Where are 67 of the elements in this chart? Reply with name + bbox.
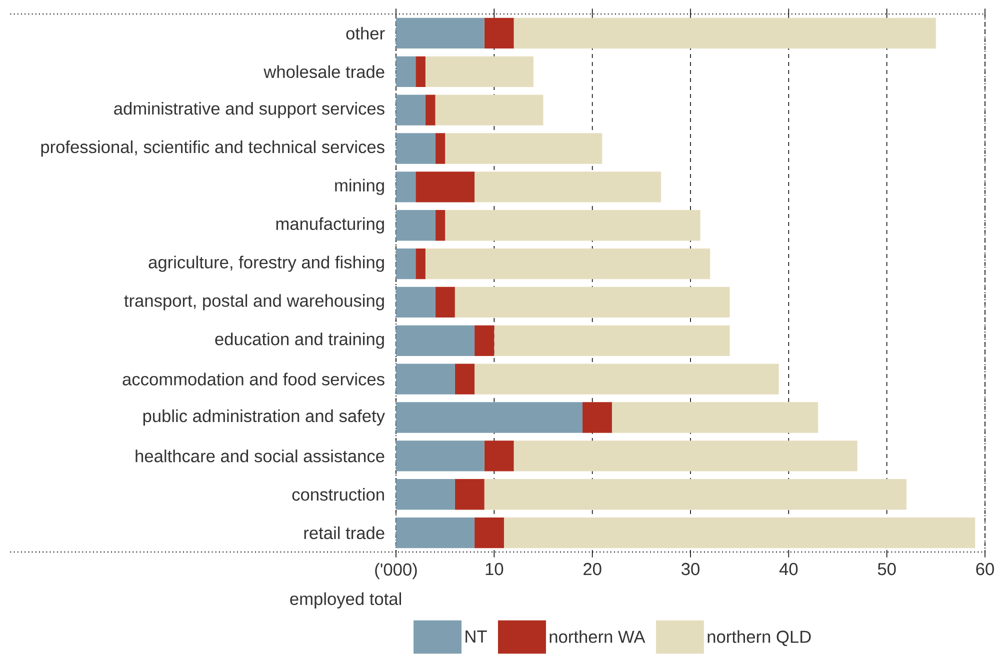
bar bbox=[484, 18, 514, 49]
y-tick-label: education and training bbox=[215, 332, 384, 349]
bar bbox=[396, 402, 583, 433]
bar bbox=[396, 94, 426, 126]
legend-label: NT bbox=[466, 630, 487, 642]
x-tick-label: ('000) bbox=[375, 562, 417, 580]
y-tick-label: other bbox=[346, 26, 385, 40]
bar bbox=[396, 517, 475, 548]
y-tick-label: wholesale trade bbox=[264, 65, 384, 78]
bar bbox=[435, 286, 455, 318]
bar bbox=[484, 479, 906, 510]
y-tick-label: manufacturing bbox=[276, 217, 384, 234]
bar bbox=[435, 210, 446, 241]
y-tick-label: retail trade bbox=[304, 526, 384, 540]
bar bbox=[484, 440, 514, 472]
bar bbox=[454, 479, 484, 510]
x-tick-label: 50 bbox=[878, 562, 896, 576]
bar bbox=[396, 133, 436, 164]
x-tick-label: 30 bbox=[682, 562, 700, 576]
bar bbox=[514, 18, 936, 49]
bar bbox=[435, 133, 446, 164]
bar bbox=[396, 248, 416, 280]
bar bbox=[396, 286, 436, 318]
bar bbox=[425, 94, 436, 126]
y-tick-label: accommodation and food services bbox=[122, 372, 384, 386]
bar bbox=[514, 440, 858, 472]
y-tick-label: administrative and support services bbox=[114, 102, 384, 118]
bar bbox=[416, 172, 475, 202]
bar bbox=[425, 248, 710, 280]
bar bbox=[454, 286, 730, 318]
y-tick-label: public administration and safety bbox=[143, 409, 385, 426]
bar bbox=[474, 364, 779, 394]
bar bbox=[396, 56, 416, 87]
bar bbox=[582, 402, 612, 433]
bar bbox=[435, 94, 544, 126]
bar bbox=[445, 133, 602, 164]
bar bbox=[494, 325, 730, 356]
bar bbox=[396, 210, 436, 241]
x-tick-label: 20 bbox=[584, 562, 602, 576]
y-tick-label: professional, scientific and technical services bbox=[41, 140, 384, 157]
y-tick-label: mining bbox=[335, 178, 384, 196]
x-tick-label: 60 bbox=[976, 562, 994, 576]
bar bbox=[396, 18, 484, 49]
bar bbox=[474, 517, 504, 548]
bar bbox=[416, 248, 426, 280]
bar bbox=[396, 325, 475, 356]
bar bbox=[396, 364, 455, 394]
bar bbox=[396, 172, 416, 202]
y-tick-label: transport, postal and warehousing bbox=[124, 294, 384, 310]
bar bbox=[612, 402, 818, 433]
bar bbox=[396, 479, 455, 510]
x-axis-title: employed total bbox=[290, 592, 401, 609]
bar bbox=[425, 56, 534, 87]
bar bbox=[474, 325, 494, 356]
x-tick-label: 40 bbox=[779, 562, 798, 576]
bar bbox=[445, 210, 700, 241]
bar bbox=[416, 56, 426, 87]
y-tick-label: healthcare and social assistance bbox=[136, 450, 384, 462]
y-tick-label: agriculture, forestry and fishing bbox=[148, 256, 384, 272]
bar bbox=[454, 364, 475, 394]
bar bbox=[396, 440, 484, 472]
y-tick-label: construction bbox=[292, 488, 384, 501]
legend-label: northern WA bbox=[550, 630, 646, 643]
legend-label: northern QLD bbox=[708, 630, 811, 646]
bar bbox=[474, 172, 662, 202]
bar bbox=[504, 517, 976, 548]
x-tick-label: 10 bbox=[486, 562, 504, 576]
